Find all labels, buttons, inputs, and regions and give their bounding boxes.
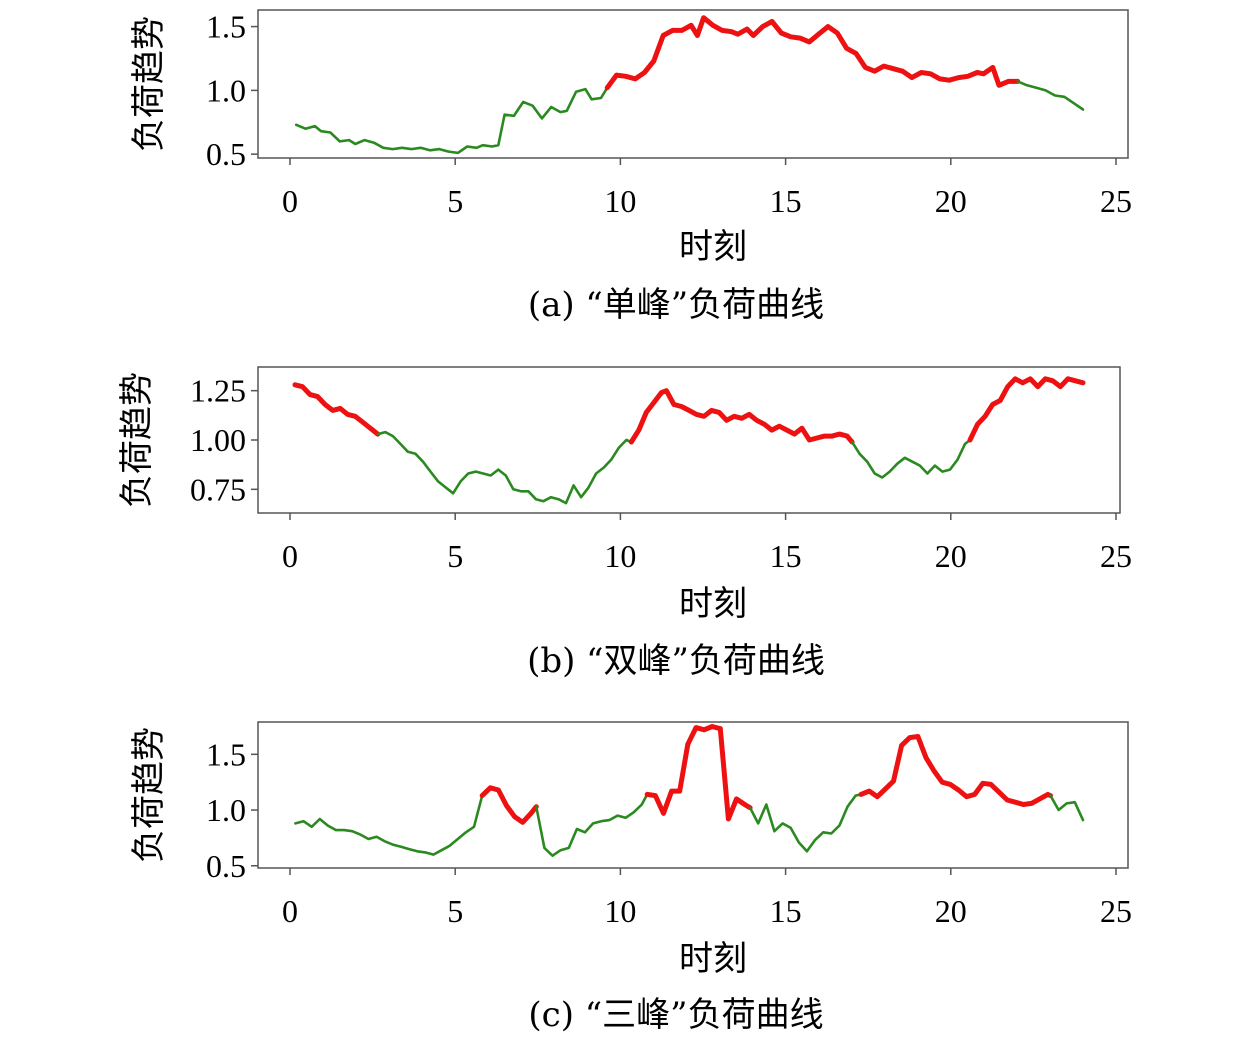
peak-segment-1 — [479, 785, 539, 825]
y-tick-label: 1.5 — [206, 9, 246, 45]
x-tick-label: 10 — [604, 538, 636, 574]
figure-caption: (a) “单峰”负荷曲线 — [528, 285, 824, 325]
peak-segment-2 — [628, 388, 855, 445]
x-tick-label: 0 — [282, 183, 298, 219]
peak-segment-0 — [292, 382, 381, 437]
chart-panel-a: 0.5 1.0 1.5 0 5 10 15 20 25 时刻 负荷趋势 (a) “单峰”负荷曲线 — [129, 9, 1132, 325]
x-tick-label: 20 — [935, 538, 967, 574]
series-group — [292, 376, 1086, 505]
plot-frame — [257, 366, 1121, 514]
normal-segment-4 — [748, 793, 863, 853]
normal-segment-3 — [850, 438, 972, 479]
y-tick-label: 0.5 — [206, 848, 246, 884]
x-tick-label: 15 — [770, 893, 802, 929]
normal-segment-0 — [294, 794, 484, 856]
x-tick-label: 25 — [1100, 183, 1132, 219]
x-tick-label: 5 — [447, 893, 463, 929]
figure-caption: (c) “三峰”负荷曲线 — [528, 995, 823, 1035]
x-tick-label: 10 — [604, 893, 636, 929]
y-axis-title: 负荷趋势 — [129, 727, 169, 863]
normal-segment-6 — [1049, 794, 1085, 822]
y-axis-title: 负荷趋势 — [129, 16, 169, 152]
normal-segment-2 — [534, 793, 649, 858]
x-tick-label: 15 — [770, 538, 802, 574]
x-axis-title: 时刻 — [679, 939, 747, 979]
x-tick-label: 5 — [447, 538, 463, 574]
y-tick-label: 0.5 — [206, 136, 246, 172]
x-tick-label: 25 — [1100, 538, 1132, 574]
x-axis-title: 时刻 — [679, 227, 747, 267]
peak-segment-3 — [644, 724, 753, 822]
normal-segment-0 — [294, 86, 609, 155]
x-tick-label: 5 — [447, 183, 463, 219]
y-tick-label: 1.0 — [206, 72, 246, 108]
peak-segment-1 — [604, 15, 1021, 91]
plot-frame — [257, 9, 1129, 159]
peak-segment-4 — [967, 376, 1086, 443]
x-tick-label: 10 — [604, 183, 636, 219]
y-tick-label: 1.0 — [206, 792, 246, 828]
y-tick-label: 1.25 — [190, 373, 246, 409]
x-tick-label: 15 — [770, 183, 802, 219]
plot-frame — [257, 721, 1129, 869]
y-axis-title: 负荷趋势 — [117, 372, 157, 508]
x-tick-label: 0 — [282, 538, 298, 574]
series-group — [294, 15, 1085, 155]
x-tick-label: 0 — [282, 893, 298, 929]
series-group — [294, 724, 1085, 858]
x-axis-title: 时刻 — [679, 584, 747, 624]
x-tick-label: 20 — [935, 183, 967, 219]
normal-segment-1 — [376, 430, 633, 505]
y-tick-label: 1.5 — [206, 736, 246, 772]
y-tick-label: 1.00 — [190, 422, 246, 458]
figure-caption: (b) “双峰”负荷曲线 — [527, 641, 825, 681]
chart-panel-c: 0.5 1.0 1.5 0 5 10 15 20 25 时刻 负荷趋势 (c) “三峰”负荷曲线 — [129, 721, 1132, 1035]
x-tick-label: 20 — [935, 893, 967, 929]
normal-segment-2 — [1016, 80, 1085, 111]
x-tick-label: 25 — [1100, 893, 1132, 929]
y-tick-label: 0.75 — [190, 471, 246, 507]
chart-panel-b: 0.75 1.00 1.25 0 5 10 15 20 25 时刻 负荷趋势 (b) “双峰”负荷曲线 — [117, 366, 1132, 681]
peak-segment-5 — [858, 734, 1053, 807]
